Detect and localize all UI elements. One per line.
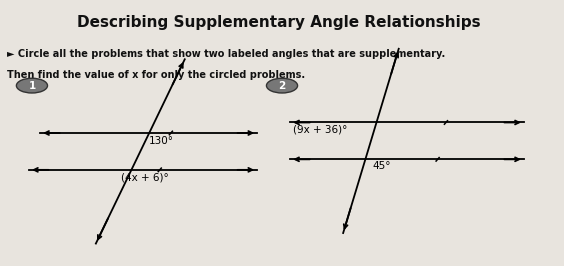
Text: 45°: 45° — [373, 161, 391, 171]
Text: 130°: 130° — [149, 136, 174, 146]
Circle shape — [266, 78, 298, 93]
Text: Describing Supplementary Angle Relationships: Describing Supplementary Angle Relations… — [77, 15, 481, 30]
Text: 1: 1 — [28, 81, 36, 91]
Circle shape — [16, 78, 47, 93]
Text: 2: 2 — [279, 81, 285, 91]
Text: Then find the value of x for only the circled problems.: Then find the value of x for only the ci… — [7, 70, 305, 80]
Text: (4x + 6)°: (4x + 6)° — [121, 173, 169, 183]
Text: (9x + 36)°: (9x + 36)° — [293, 124, 347, 134]
Text: ► Circle all the problems that show two labeled angles that are supplementary.: ► Circle all the problems that show two … — [7, 49, 445, 59]
